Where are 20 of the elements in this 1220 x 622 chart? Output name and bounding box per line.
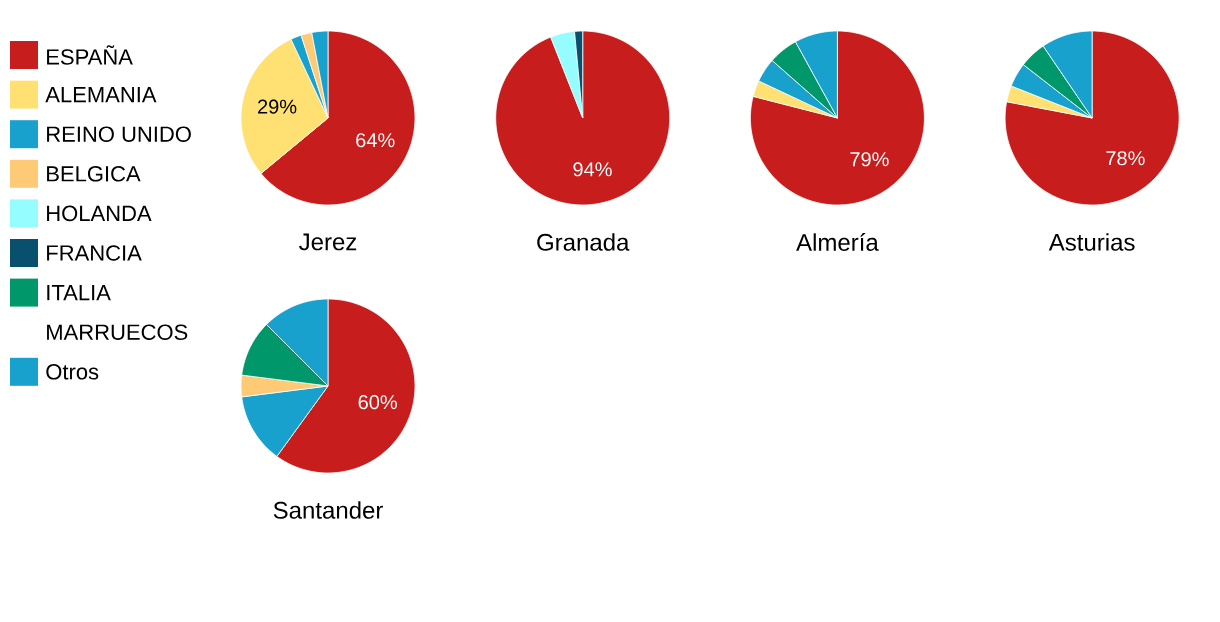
data-label: 78% xyxy=(1106,151,1145,166)
legend-label: REINO UNIDO xyxy=(47,126,191,142)
data-label: 64% xyxy=(356,133,395,148)
slice-label: Asturias xyxy=(1048,233,1135,251)
legend-label: FRANCIA xyxy=(47,245,142,261)
data-label: 79% xyxy=(850,152,889,167)
legend-label: ITALIA xyxy=(47,285,111,301)
slice-label: Santander xyxy=(273,501,383,519)
slice-label: Jerez xyxy=(299,233,357,251)
legend-label: BELGICA xyxy=(47,166,141,182)
slice-label: Granada xyxy=(537,233,630,251)
data-label: 60% xyxy=(358,395,397,410)
data-label: 29% xyxy=(258,99,297,114)
legend-label: ESPAÑA xyxy=(47,45,133,65)
data-label: 94% xyxy=(573,162,612,177)
legend-label: Otros xyxy=(46,364,99,380)
slice-label: Almería xyxy=(796,233,879,251)
legend-label: HOLANDA xyxy=(47,205,152,222)
legend-label: ALEMANIA xyxy=(45,87,157,103)
category-label: MARRUECOS xyxy=(47,324,188,340)
